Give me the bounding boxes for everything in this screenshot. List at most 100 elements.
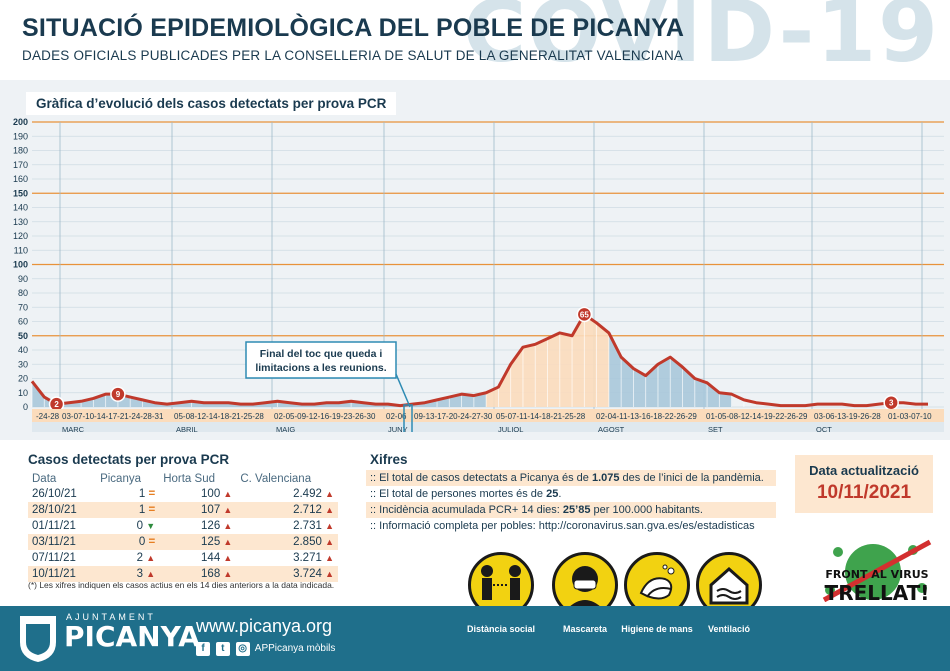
x-tick-label: 09-13-17-20-24-27-30 <box>414 412 493 421</box>
badge-line2: TRELLAT! <box>824 581 930 605</box>
trend-up-icon: ▲ <box>325 569 334 579</box>
picanya-value: 3 <box>136 568 144 580</box>
area-fill-blue <box>32 381 487 407</box>
xifres-text: :: El total de persones mortes és de <box>370 488 547 500</box>
picanya-value: 2 <box>136 552 144 564</box>
cell-horta: 126 ▲ <box>159 518 236 534</box>
update-date-box: Data actualització 10/11/2021 <box>795 455 933 513</box>
column-header-picanya: Picanya <box>100 473 141 485</box>
cases-table: Data Picanya Horta Sud C. Valenciana 26/… <box>28 472 338 582</box>
cell-cv: 2.850 ▲ <box>236 534 338 550</box>
annotation-box <box>245 341 397 379</box>
month-label: ABRIL <box>176 425 198 432</box>
y-tick-label: 50 <box>18 331 28 341</box>
trend-up-icon: ▲ <box>223 537 233 547</box>
cell-picanya: 2 ▲ <box>96 550 159 566</box>
y-tick-label: 10 <box>18 388 28 398</box>
cell-date: 03/11/21 <box>28 534 97 550</box>
table-row: 03/11/21 0 = 125 ▲ 2.850 ▲ <box>28 534 338 550</box>
cell-date: 07/11/21 <box>32 552 76 564</box>
cell-horta: 168 ▲ <box>159 566 237 582</box>
table-row: 07/11/21 2 ▲ 144 ▲ 3.271 ▲ <box>28 550 338 566</box>
front-virus-badge: FRONT AL VIRUS TRELLAT! <box>816 568 938 605</box>
cases-table-title: Casos detectats per prova PCR <box>28 452 230 467</box>
table-row: 28/10/21 1 = 107 ▲ 2.712 ▲ <box>28 502 338 518</box>
month-label: MAIG <box>276 425 295 432</box>
badge-line1: FRONT AL VIRUS <box>825 568 929 581</box>
xifres-text: . <box>558 488 562 500</box>
y-tick-label: 70 <box>18 302 28 312</box>
table-row: 26/10/21 1 = 100 ▲ 2.492 ▲ <box>28 486 338 502</box>
trend-up-icon: ▲ <box>146 569 156 579</box>
cell-picanya: 0 ▼ <box>96 518 159 534</box>
cell-picanya: 3 ▲ <box>96 566 160 582</box>
picanya-value: 0 <box>138 536 146 548</box>
app-label[interactable]: APPicanya mòbils <box>254 643 336 654</box>
cv-value: 2.492 <box>293 488 322 500</box>
trend-up-icon: ▲ <box>223 553 233 563</box>
horta-value: 107 <box>201 504 221 516</box>
cell-horta: 125 ▲ <box>159 534 237 550</box>
xifres-info-link[interactable]: :: Informació completa per pobles: http:… <box>370 520 755 532</box>
table-row: 10/11/21 3 ▲ 168 ▲ 3.724 ▲ <box>28 566 338 582</box>
horta-value: 100 <box>201 488 221 500</box>
town-shield-icon <box>20 616 56 662</box>
cell-horta: 100 ▲ <box>159 486 236 502</box>
data-point-marker <box>110 386 126 402</box>
y-tick-label: 190 <box>13 131 28 141</box>
total-cases-value: 1.075 <box>591 472 620 484</box>
x-tick-label: 01-03-07-10 <box>888 412 932 421</box>
cell-horta: 107 ▲ <box>159 502 237 518</box>
trend-up-icon: ▲ <box>223 569 233 579</box>
y-tick-label: 200 <box>13 117 28 127</box>
covid-watermark: COVID-19 <box>463 0 940 82</box>
y-tick-label: 170 <box>13 160 28 170</box>
logo-picanya: PICANYA <box>64 620 200 653</box>
chart-panel <box>0 80 950 440</box>
data-point-marker <box>576 306 593 323</box>
icon-label-distance: Distància social <box>466 624 536 634</box>
x-tick-label: 05-07-11-14-18-21-25-28 <box>496 412 586 421</box>
xifres-incidence: :: Incidència acumulada PCR+ 14 dies: 25… <box>366 502 776 518</box>
cell-cv: 2.492 ▲ <box>236 486 338 502</box>
update-label: Data actualització <box>809 463 919 478</box>
x-tick-label: 01-05-08-12-14-19-22-26-29 <box>706 412 808 421</box>
cv-value: 3.724 <box>293 568 322 580</box>
horta-value: 125 <box>201 536 221 548</box>
y-tick-label: 150 <box>13 188 28 198</box>
trend-up-icon: ▲ <box>325 553 334 563</box>
picanya-value: 1 <box>138 504 146 516</box>
cell-picanya: 1 = <box>96 486 159 502</box>
y-tick-label: 30 <box>18 359 28 369</box>
month-label: SET <box>708 425 723 432</box>
xifres-title: Xifres <box>370 452 408 467</box>
data-point-label: 3 <box>889 399 894 408</box>
twitter-icon[interactable]: t <box>215 642 230 656</box>
month-band <box>32 422 944 432</box>
trend-up-icon: ▲ <box>325 521 334 531</box>
x-axis-band <box>32 409 944 422</box>
cv-value: 2.712 <box>293 504 322 516</box>
trend-up-icon: ▲ <box>223 489 233 499</box>
x-tick-label: 02-05-09-12-16-19-23-26-30 <box>274 412 376 421</box>
cell-cv: 2.712 ▲ <box>236 502 338 518</box>
cell-date: 26/10/21 <box>32 488 77 500</box>
trend-equal-icon: = <box>148 536 156 548</box>
y-tick-label: 100 <box>13 260 28 270</box>
horta-value: 168 <box>201 568 221 580</box>
y-tick-label: 110 <box>14 245 28 255</box>
facebook-icon[interactable]: f <box>196 642 210 656</box>
y-tick-label: 60 <box>18 317 28 327</box>
data-point-label: 9 <box>116 390 121 399</box>
annotation-marker <box>403 404 413 432</box>
xifres-total-deaths: :: El total de persones mortes és de 25. <box>366 486 776 502</box>
total-deaths-value: 25 <box>546 488 559 500</box>
instagram-icon[interactable]: ◎ <box>235 642 250 656</box>
social-links: f t ◎ APPicanya mòbils <box>196 642 335 656</box>
website-link[interactable]: www.picanya.org <box>196 616 333 636</box>
y-tick-label: 130 <box>13 217 28 227</box>
table-row: 01/11/21 0 ▼ 126 ▲ 2.731 ▲ <box>28 518 338 534</box>
incidence-value: 25’85 <box>562 504 591 516</box>
month-label: JULIOL <box>498 425 523 432</box>
x-tick-label: 03-06-13-19-26-28 <box>814 412 881 421</box>
